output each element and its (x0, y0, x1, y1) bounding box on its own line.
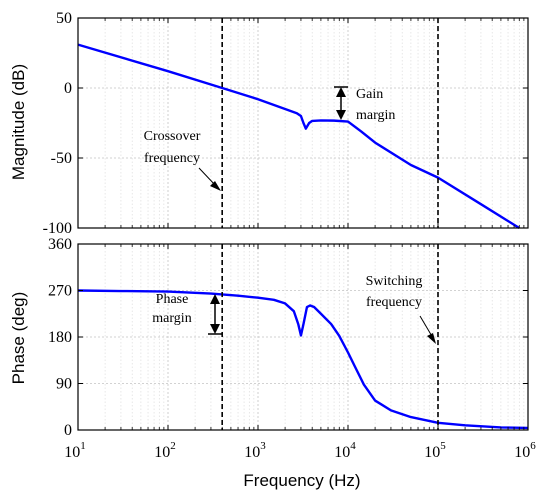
y-tick-label: 50 (56, 10, 72, 27)
crossover-frequency-label: Crossover (144, 129, 201, 144)
x-tick-label: 105 (424, 440, 446, 461)
gain-margin-arrow (334, 86, 348, 120)
switching-frequency-label: Switching (366, 274, 423, 289)
magnitude-panel: 50 0 -50 -100 (43, 10, 529, 237)
switching-arrow (419, 315, 436, 344)
response-curve (77, 289, 529, 430)
x-tick-label: 101 (64, 440, 86, 461)
gain-margin-label-line2: margin (356, 108, 395, 123)
y-tick-label: 0 (64, 422, 72, 439)
crossover-arrow (198, 167, 221, 191)
y-tick-label: 360 (48, 236, 72, 253)
y-tick-label: -100 (43, 220, 72, 237)
phase-margin-label-line2: margin (152, 311, 191, 326)
magnitude-axis-label: Magnitude (dB) (9, 64, 28, 180)
y-tick-label: 90 (56, 376, 72, 393)
x-tick-label: 106 (514, 440, 536, 461)
y-tick-label: -50 (51, 150, 72, 167)
y-tick-label: 270 (48, 283, 72, 300)
phase-axis-label: Phase (deg) (9, 292, 28, 385)
gain-margin-label: Gain (356, 87, 383, 102)
switching-frequency-label-line2: frequency (366, 295, 422, 310)
plot-frame (77, 17, 529, 229)
y-tick-label: 180 (48, 329, 72, 346)
crossover-frequency-label-line2: frequency (144, 151, 200, 166)
phase-margin-label: Phase (156, 292, 189, 307)
x-tick-label: 103 (244, 440, 266, 461)
frequency-axis-label: Frequency (Hz) (243, 471, 360, 490)
y-tick-label: 0 (64, 80, 72, 97)
x-tick-label: 102 (154, 440, 176, 461)
response-curve (77, 43, 520, 230)
x-tick-label: 104 (334, 440, 356, 461)
phase-margin-arrow (208, 294, 222, 335)
plot-frame (77, 243, 529, 431)
